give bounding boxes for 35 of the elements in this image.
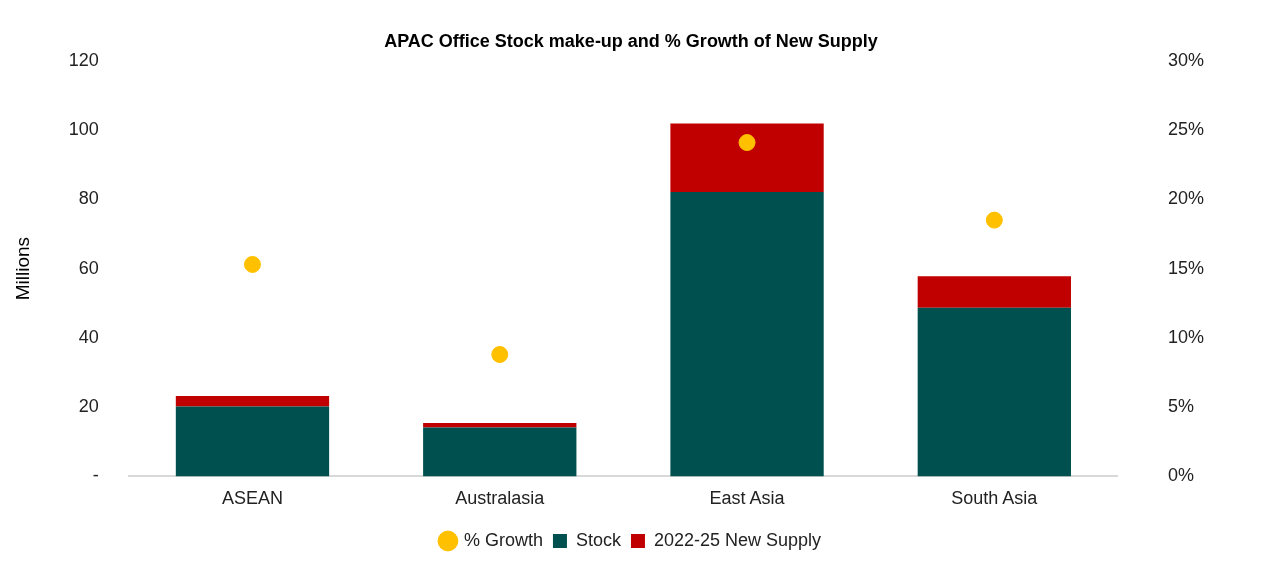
x-tick-label: ASEAN bbox=[221, 488, 283, 509]
y-tick-label: 20 bbox=[78, 396, 99, 417]
x-tick-label: South Asia bbox=[951, 488, 1039, 509]
y-tick-label: 100 bbox=[68, 119, 99, 140]
bar bbox=[423, 427, 577, 477]
y2-tick-label: 25% bbox=[1167, 119, 1204, 140]
x-tick-label: Australasia bbox=[455, 488, 546, 509]
point bbox=[738, 134, 756, 152]
bar bbox=[917, 307, 1071, 477]
x-tick-label: East Asia bbox=[709, 488, 786, 509]
y2-tick-label: 10% bbox=[1167, 326, 1204, 347]
point bbox=[985, 211, 1003, 229]
bar bbox=[917, 276, 1071, 308]
y2-tick-label: 5% bbox=[1167, 396, 1194, 417]
bar bbox=[423, 423, 577, 428]
bar bbox=[670, 123, 824, 193]
point bbox=[491, 345, 509, 363]
y-tick-label: 80 bbox=[78, 188, 99, 209]
y2-tick-label: 30% bbox=[1167, 49, 1204, 70]
bar bbox=[175, 406, 330, 477]
y-tick-label: 120 bbox=[68, 49, 99, 70]
y-tick-label: 60 bbox=[78, 257, 99, 278]
legend-label: 2022-25 New Supply bbox=[653, 529, 822, 550]
y-tick-label: - bbox=[92, 465, 99, 486]
bar bbox=[670, 192, 824, 477]
y-axis-title: Millions bbox=[11, 236, 33, 301]
bar bbox=[175, 396, 330, 407]
chart-title: APAC Office Stock make-up and % Growth of New Supply bbox=[384, 30, 878, 51]
legend-label: % Growth bbox=[463, 529, 543, 550]
point bbox=[243, 255, 261, 273]
y2-tick-label: 20% bbox=[1167, 188, 1204, 209]
legend-label: Stock bbox=[575, 529, 622, 550]
y2-tick-label: 0% bbox=[1167, 465, 1194, 486]
y2-tick-label: 15% bbox=[1167, 257, 1204, 278]
y-tick-label: 40 bbox=[78, 326, 99, 347]
